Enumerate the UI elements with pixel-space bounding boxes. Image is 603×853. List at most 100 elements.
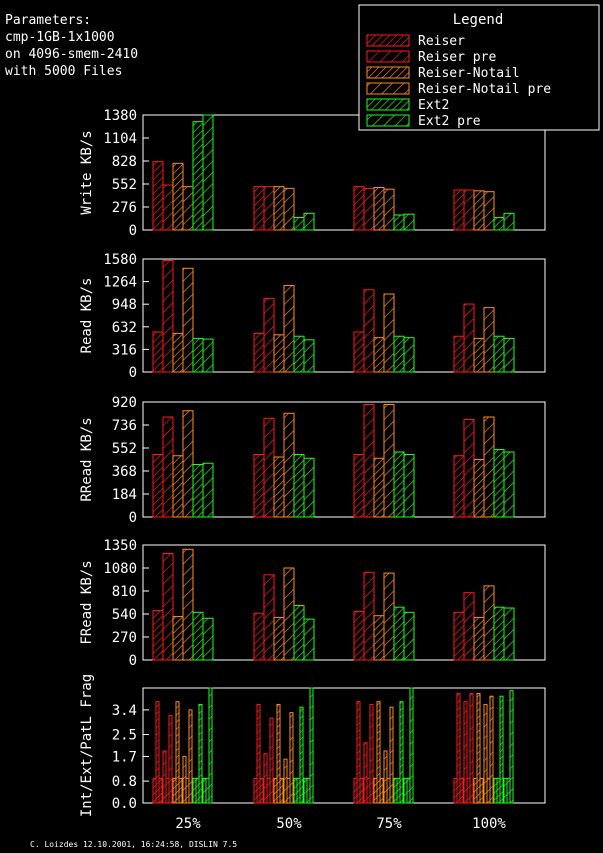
bar-reiser-pre-25pct	[162, 184, 174, 231]
bar-ext2-100pct	[493, 449, 505, 518]
legend-title: Legend	[453, 12, 504, 28]
y-tick-label: 184	[112, 487, 137, 503]
bar-reiser-100pct	[453, 611, 465, 661]
panel-int-ext-patl-frag: 0.0 0.8 1.7 2.5 3.4 Int/Ext/PatL Frag	[79, 674, 546, 817]
bar-ext2-pre-100pct-3	[509, 690, 514, 804]
bar-reiser-pre-25pct-3	[168, 714, 173, 804]
panel-rread-kb-s: 0 184 368 552 736 920 RRead KB/s	[79, 395, 546, 526]
bar-reiser-notail-pre-100pct-3	[489, 695, 494, 804]
bar-reiser-notail-pre-50pct	[283, 284, 295, 373]
bar-ext2-pre-75pct	[403, 213, 415, 231]
bar-reiser-pre-100pct	[463, 419, 475, 518]
y-tick-label: 1.7	[112, 749, 137, 765]
panel-frame	[142, 687, 546, 804]
bar-reiser-notail-pre-75pct	[383, 188, 395, 231]
bar-reiser-50pct-3	[259, 777, 264, 804]
bar-reiser-notail-25pct	[172, 162, 184, 231]
bar-ext2-pre-25pct	[202, 617, 214, 661]
bar-reiser-notail-50pct-3	[279, 777, 284, 804]
bar-reiser-notail-pre-100pct-1	[483, 703, 488, 804]
bar-reiser-50pct	[253, 454, 265, 518]
parameters-line-4: with 5000 Files	[5, 64, 122, 79]
legend-label-ext2-pre: Ext2 pre	[418, 114, 481, 129]
y-tick-label: 552	[112, 441, 137, 457]
y-tick-label: 828	[112, 154, 137, 170]
bar-reiser-75pct	[353, 610, 365, 661]
legend-swatch-ext2-pre	[366, 114, 410, 127]
bar-ext2-pre-50pct-3	[309, 687, 314, 804]
bar-reiser-pre-50pct	[263, 297, 275, 373]
bar-reiser-notail-pre-50pct-3	[289, 712, 294, 804]
bar-reiser-notail-pre-25pct	[182, 186, 194, 231]
panel-frame	[142, 401, 546, 518]
y-tick-label: 0	[129, 365, 137, 381]
bar-reiser-pre-100pct	[463, 189, 475, 231]
y-tick-label: 1264	[103, 275, 137, 291]
y-tick-label: 270	[112, 630, 137, 646]
bar-reiser-pre-25pct	[162, 416, 174, 518]
x-tick-label-100pct: 100%	[472, 816, 506, 832]
panel-fread-kb-s: 0 270 540 810 1080 1350 FRead KB/s	[79, 538, 546, 669]
bar-reiser-pre-100pct	[463, 303, 475, 373]
bar-ext2-50pct	[293, 335, 305, 373]
bar-reiser-notail-pre-50pct	[283, 187, 295, 231]
bar-reiser-notail-100pct	[473, 459, 485, 518]
y-tick-label: 552	[112, 177, 137, 193]
panel-frame	[142, 114, 546, 231]
bar-reiser-pre-25pct	[162, 553, 174, 661]
y-tick-label: 920	[112, 395, 137, 411]
legend-label-ext2: Ext2	[418, 98, 449, 113]
y-axis-label: FRead KB/s	[79, 560, 95, 644]
bar-reiser-pre-75pct-3	[369, 703, 374, 804]
bar-reiser-50pct-2	[256, 703, 261, 804]
legend-swatch-reiser-pre	[366, 50, 410, 63]
bar-reiser-notail-25pct-2	[175, 701, 180, 804]
legend-label-reiser-pre: Reiser pre	[418, 50, 496, 65]
legend-swatch-reiser-notail-pre	[366, 82, 410, 95]
bar-ext2-pre-25pct	[202, 338, 214, 373]
bar-ext2-pre-50pct	[303, 339, 315, 373]
bar-ext2-pre-100pct	[503, 212, 515, 231]
bar-reiser-notail-75pct-3	[379, 777, 384, 804]
bar-reiser-75pct	[353, 454, 365, 518]
bar-reiser-notail-50pct	[273, 334, 285, 373]
footer-credit: C. Loizdes 12.10.2001, 16:24:58, DISLIN …	[30, 840, 237, 849]
bar-ext2-50pct	[293, 454, 305, 518]
bar-ext2-100pct	[493, 606, 505, 661]
legend-label-reiser-notail-pre: Reiser-Notail pre	[418, 82, 551, 97]
bar-reiser-75pct-2	[356, 701, 361, 804]
bar-ext2-pre-100pct	[503, 451, 515, 518]
y-tick-label: 810	[112, 584, 137, 600]
bar-reiser-notail-pre-100pct	[483, 307, 495, 373]
bar-ext2-pre-25pct-3	[208, 687, 213, 804]
bar-reiser-notail-100pct	[473, 190, 485, 231]
chart-marks: 0 276 552 828 1104 1380 Write KB/s 0 316 632 948 12…	[79, 108, 546, 832]
bar-reiser-pre-50pct	[263, 574, 275, 661]
bar-ext2-pre-25pct	[202, 462, 214, 518]
parameters-line-3: on 4096-smem-2410	[5, 47, 138, 62]
bar-reiser-notail-75pct-2	[376, 701, 381, 804]
bar-ext2-50pct	[293, 217, 305, 231]
y-tick-label: 632	[112, 320, 137, 336]
bar-ext2-pre-75pct	[403, 611, 415, 661]
bar-reiser-notail-75pct	[373, 187, 385, 231]
y-tick-label: 1104	[103, 131, 137, 147]
bar-reiser-75pct-3	[359, 777, 364, 804]
bar-reiser-notail-25pct	[172, 616, 184, 661]
bar-reiser-50pct	[253, 332, 265, 373]
y-tick-label: 276	[112, 200, 137, 216]
bar-reiser-notail-pre-100pct	[483, 191, 495, 231]
y-tick-label: 1350	[103, 538, 137, 554]
bar-reiser-pre-50pct-3	[269, 717, 274, 804]
y-tick-label: 316	[112, 342, 137, 358]
y-tick-label: 948	[112, 297, 137, 313]
bar-ext2-75pct	[393, 606, 405, 661]
bar-ext2-75pct	[393, 451, 405, 518]
y-tick-label: 1080	[103, 561, 137, 577]
bar-ext2-75pct	[393, 335, 405, 373]
bar-reiser-pre-50pct	[263, 417, 275, 518]
parameters-line-2: cmp-1GB-1x1000	[5, 30, 115, 45]
bar-reiser-notail-pre-75pct	[383, 293, 395, 373]
bar-ext2-75pct	[393, 214, 405, 231]
